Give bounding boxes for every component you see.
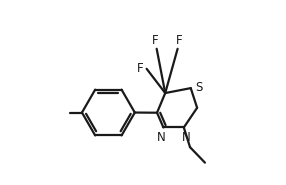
Text: F: F [136, 62, 143, 75]
Text: S: S [195, 81, 203, 94]
Text: N: N [157, 131, 166, 144]
Text: N: N [182, 131, 190, 144]
Text: F: F [176, 34, 183, 47]
Text: F: F [152, 34, 158, 47]
